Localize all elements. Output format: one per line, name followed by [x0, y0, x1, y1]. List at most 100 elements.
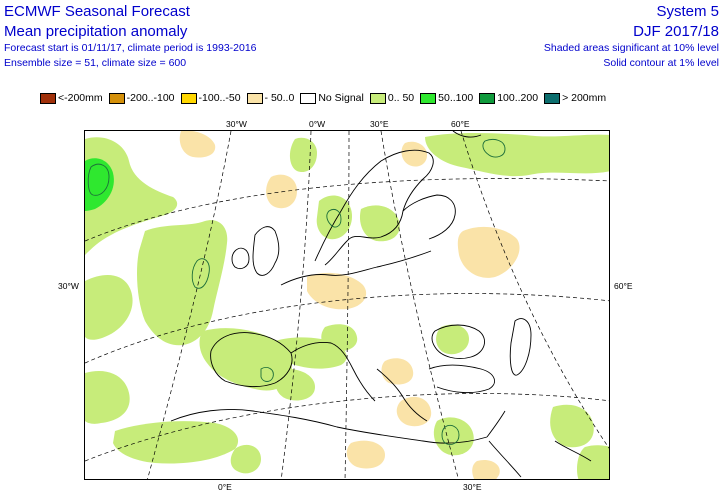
- meridian-10e: [344, 131, 350, 479]
- legend-label: 0.. 50: [387, 92, 415, 104]
- legend-item: > 200mm: [544, 92, 606, 104]
- shade-atlantic-mid: [137, 220, 228, 346]
- shade-barents: [425, 133, 609, 177]
- coast-iberia: [210, 332, 293, 388]
- legend-swatch: [300, 92, 317, 104]
- map-panel: [84, 130, 610, 480]
- grid-label-top-30e: 30°E: [370, 119, 389, 129]
- coast-scandinavia: [314, 149, 434, 266]
- shade-alps: [321, 324, 358, 352]
- grid-label-bottom-0e: 0°E: [218, 482, 232, 492]
- coast-black-sea: [431, 324, 485, 359]
- graticule: [85, 131, 609, 479]
- significance-contours: [87, 138, 506, 446]
- coast-balkans: [376, 368, 428, 422]
- legend-label: - 50..0: [264, 92, 295, 104]
- legend-label: 100..200: [497, 92, 539, 104]
- shade-n-africa-east: [230, 444, 261, 474]
- legend-label: No Signal: [318, 92, 364, 104]
- legend-item: -200..-100: [108, 92, 175, 104]
- legend-item: - 50..0: [246, 92, 295, 104]
- contour-norway: [326, 208, 342, 228]
- forecast-start-info: Forecast start is 01/11/17, climate peri…: [4, 42, 257, 54]
- shade-norway-sea: [266, 174, 297, 209]
- system-label: System 5: [656, 3, 719, 20]
- parallel-mid: [85, 293, 609, 364]
- legend-label: -100..-50: [198, 92, 241, 104]
- shade-uk-north: [179, 131, 216, 158]
- contour-atlantic-mid: [191, 258, 210, 289]
- contour-east-med: [441, 424, 460, 446]
- shade-black-sea: [436, 324, 469, 355]
- legend-swatch: [544, 92, 561, 104]
- shade-se-corner: [577, 445, 609, 479]
- shade-atlantic-strong: [85, 158, 114, 211]
- grid-label-bottom-30e: 30°E: [463, 482, 482, 492]
- shade-middle-east: [550, 404, 594, 448]
- shade-atlantic-west: [85, 275, 133, 340]
- legend-label: 50..100: [438, 92, 474, 104]
- grid-label-left-30w: 30°W: [58, 281, 79, 291]
- meridian-30w: [147, 131, 232, 479]
- legend-item: No Signal: [300, 92, 364, 104]
- significance-note-1: Solid contour at 1% level: [603, 57, 719, 69]
- coast-turkey: [428, 364, 495, 394]
- ensemble-size-info: Ensemble size = 51, climate size = 600: [4, 57, 187, 69]
- grid-label-top-0w: 0°W: [309, 119, 326, 129]
- coast-caspian: [509, 318, 532, 376]
- map-canvas: [85, 131, 609, 479]
- parallel-south: [85, 393, 609, 462]
- shade-scand-north: [289, 137, 317, 173]
- color-legend: <-200mm -200..-100 -100..-50 - 50..0 No …: [40, 91, 612, 105]
- contour-atlantic: [87, 163, 110, 196]
- map-subtitle: Mean precipitation anomaly: [4, 23, 188, 40]
- coast-ireland: [231, 247, 250, 270]
- grid-label-top-30w: 30°W: [226, 119, 247, 129]
- legend-label: -200..-100: [126, 92, 175, 104]
- shade-central-europe: [307, 272, 367, 310]
- coast-red-sea: [488, 440, 522, 478]
- contour-barents: [482, 138, 506, 158]
- meridian-60e: [460, 131, 609, 449]
- coast-europe-north: [280, 250, 432, 286]
- legend-swatch: [420, 92, 437, 104]
- legend-swatch: [369, 92, 386, 104]
- coast-uk: [252, 226, 280, 276]
- legend-label: > 200mm: [562, 92, 607, 104]
- legend-swatch: [479, 92, 496, 104]
- legend-swatch: [108, 92, 125, 104]
- season-label: DJF 2017/18: [633, 23, 719, 40]
- shade-east-med: [433, 417, 474, 456]
- meridian-30e: [380, 131, 459, 479]
- shade-med-central: [275, 368, 315, 401]
- coast-france-italy: [290, 342, 376, 402]
- shade-north-africa: [113, 421, 239, 464]
- significance-note-10: Shaded areas significant at 10% level: [543, 42, 719, 54]
- contour-iberia: [260, 366, 274, 382]
- legend-swatch: [246, 92, 263, 104]
- legend-swatch: [40, 92, 56, 104]
- legend-item: -100..-50: [180, 92, 241, 104]
- shade-russia: [457, 226, 520, 278]
- legend-item: 0.. 50: [369, 92, 415, 104]
- coast-north-africa: [170, 409, 488, 444]
- grid-label-top-60e: 60°E: [451, 119, 470, 129]
- shade-atlantic-sw: [85, 371, 130, 424]
- shade-iberia: [199, 328, 292, 391]
- shade-balkans: [381, 358, 414, 385]
- legend-swatch: [180, 92, 197, 104]
- legend-label: <-200mm: [58, 92, 103, 104]
- coast-arctic-islands: [452, 131, 482, 138]
- grid-label-right-60e: 60°E: [614, 281, 633, 291]
- positive-anomaly-areas: [85, 133, 609, 479]
- legend-item: <-200mm: [40, 92, 103, 104]
- legend-item: 50..100: [420, 92, 473, 104]
- strong-positive-areas: [85, 158, 114, 211]
- shade-libya: [346, 440, 385, 469]
- coast-levant: [486, 410, 506, 438]
- map-title: ECMWF Seasonal Forecast: [4, 3, 190, 20]
- legend-item: 100..200: [479, 92, 538, 104]
- coastlines: [170, 131, 592, 478]
- shade-baltic: [359, 205, 400, 242]
- parallel-north: [85, 178, 609, 242]
